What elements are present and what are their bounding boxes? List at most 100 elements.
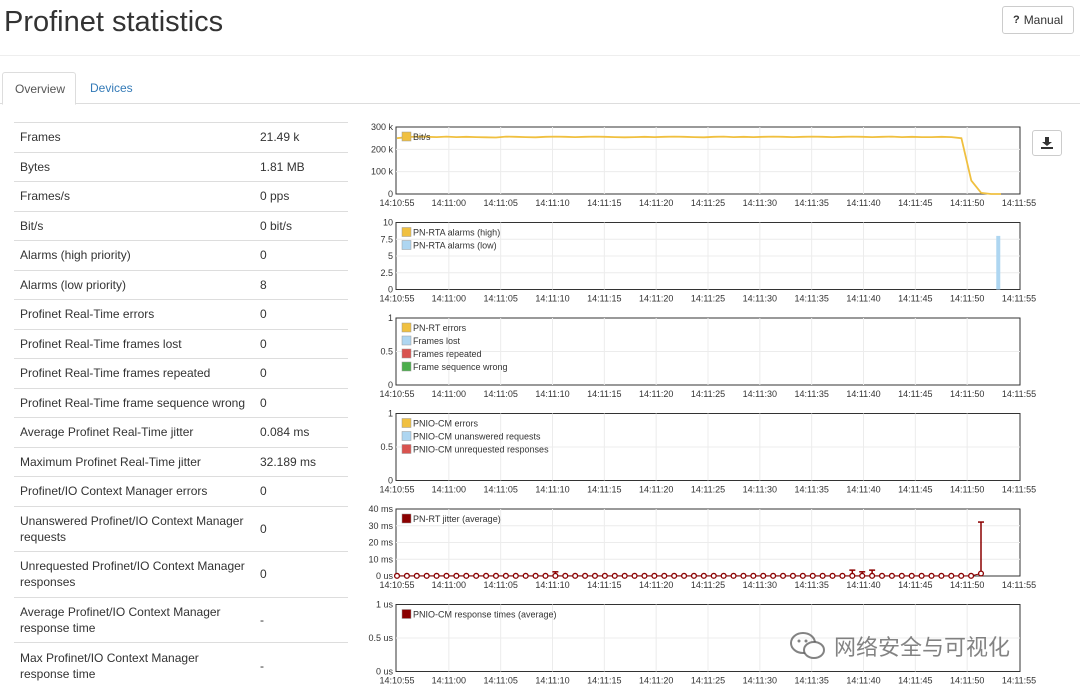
y-tick-label: 0: [388, 285, 393, 295]
x-tick-label: 14:11:45: [898, 485, 932, 495]
legend-label: PNIO-CM unanswered requests: [413, 432, 541, 442]
y-tick-label: 1 us: [376, 600, 394, 610]
x-tick-label: 14:11:30: [743, 294, 777, 304]
stat-value: 1.81 MB: [254, 151, 348, 182]
x-tick-label: 14:11:40: [846, 485, 880, 495]
data-point: [681, 572, 688, 579]
legend-label: PN-RT errors: [413, 323, 467, 333]
stat-value: 0: [254, 358, 348, 388]
data-point: [750, 572, 757, 579]
download-button[interactable]: [1032, 130, 1062, 156]
legend-label: PNIO-CM response times (average): [413, 610, 557, 620]
x-tick-label: 14:11:50: [950, 485, 984, 495]
stat-value: 8: [254, 269, 348, 300]
stats-row: Profinet Real-Time errors 0: [14, 299, 348, 329]
data-point: [720, 572, 727, 579]
stats-row: Max Profinet/IO Context Manager response…: [14, 642, 348, 688]
data-point: [770, 572, 777, 579]
stats-row: Average Profinet/IO Context Manager resp…: [14, 596, 348, 643]
x-tick-label: 14:11:50: [950, 198, 984, 208]
y-tick-label: 20 ms: [368, 538, 393, 548]
stat-value: 0: [254, 505, 348, 552]
y-tick-label: 1: [388, 409, 393, 419]
data-point: [730, 572, 737, 579]
y-tick-label: 300 k: [371, 122, 394, 132]
watermark: 网络安全与可视化: [790, 630, 1010, 662]
series-line: [396, 135, 1001, 195]
data-point: [552, 572, 559, 579]
legend-swatch: [401, 348, 412, 359]
data-point: [591, 572, 599, 579]
x-tick-label: 14:11:30: [743, 485, 777, 495]
stat-label: Profinet Real-Time errors: [14, 299, 254, 329]
stat-value: -: [254, 642, 348, 688]
chart-panel: 14:10:55 14:11:00 14:11:05 14:11:10 14:11:15…: [371, 122, 1036, 208]
x-tick-label: 14:11:25: [691, 389, 725, 399]
data-point: [572, 572, 579, 579]
data-point: [908, 572, 915, 579]
x-tick-label: 14:11:20: [639, 676, 673, 686]
legend-swatch: [401, 444, 412, 454]
x-tick-label: 14:11:00: [432, 485, 466, 495]
x-tick-label: 14:11:45: [898, 198, 932, 208]
x-tick-label: 14:11:45: [898, 389, 932, 399]
x-tick-label: 14:11:55: [1002, 198, 1036, 208]
y-tick-label: 0: [388, 189, 393, 199]
x-tick-label: 14:11:35: [794, 389, 828, 399]
x-tick-label: 14:10:55: [379, 294, 414, 304]
manual-button[interactable]: ? Manual: [1002, 6, 1074, 34]
x-tick-label: 14:11:40: [846, 389, 880, 399]
data-point: [948, 572, 955, 579]
stat-value: 0: [254, 551, 348, 597]
x-tick-label: 14:11:25: [691, 676, 725, 686]
data-point: [977, 570, 985, 577]
stat-label: Frames: [14, 122, 254, 152]
x-tick-label: 14:11:40: [846, 676, 880, 686]
stats-row: Unrequested Profinet/IO Context Manager …: [14, 551, 348, 597]
data-point: [413, 572, 420, 579]
stat-value: 0: [254, 387, 348, 418]
stat-value: 0: [254, 476, 348, 506]
stats-row: Profinet Real-Time frame sequence wrong 0: [14, 387, 348, 418]
y-tick-label: 2.5: [380, 268, 393, 278]
data-point: [611, 572, 618, 579]
x-tick-label: 14:11:10: [535, 294, 569, 304]
stats-row: Profinet/IO Context Manager errors 0: [14, 476, 348, 506]
data-point: [403, 572, 410, 579]
data-point: [938, 572, 945, 579]
x-tick-label: 14:11:00: [432, 580, 466, 590]
tab-devices[interactable]: Devices: [90, 81, 133, 95]
x-tick-label: 14:11:25: [691, 485, 725, 495]
x-tick-label: 14:11:50: [950, 676, 984, 686]
x-tick-label: 14:11:20: [639, 485, 673, 495]
x-tick-label: 14:11:25: [691, 294, 725, 304]
x-tick-label: 14:10:55: [379, 676, 414, 686]
data-point: [661, 572, 668, 579]
chart-panel: 14:10:55 14:11:00 14:11:05 14:11:10 14:11:15…: [379, 313, 1036, 399]
x-tick-label: 14:11:00: [432, 294, 466, 304]
legend-label: PNIO-CM errors: [413, 419, 478, 429]
tab-overview[interactable]: Overview: [2, 72, 76, 105]
legend-label: Frame sequence wrong: [413, 362, 508, 372]
stat-value: 0: [254, 328, 348, 359]
data-point: [849, 572, 856, 579]
stats-table: Frames 21.49 k Bytes 1.81 MB Frames/s 0 pps Bi…: [14, 122, 348, 688]
stat-label: Frames/s: [14, 181, 254, 211]
data-point: [492, 572, 500, 579]
data-point: [641, 572, 648, 579]
legend-swatch: [401, 240, 412, 250]
y-tick-label: 1: [388, 313, 393, 323]
chart-panel: 14:10:55 14:11:00 14:11:05 14:11:10 14:11:15…: [379, 409, 1036, 495]
x-tick-label: 14:11:20: [639, 389, 673, 399]
legend-swatch: [401, 418, 412, 428]
data-point: [779, 572, 787, 579]
x-tick-label: 14:11:25: [691, 198, 725, 208]
legend-swatch: [401, 609, 412, 619]
legend-label: PN-RT jitter (average): [413, 514, 501, 524]
x-tick-label: 14:11:10: [535, 580, 569, 590]
x-tick-label: 14:11:40: [846, 294, 880, 304]
legend-label: Frames repeated: [413, 349, 482, 359]
stat-value: 0 pps: [254, 181, 348, 211]
y-tick-label: 10 ms: [368, 554, 393, 564]
x-tick-label: 14:11:45: [898, 676, 932, 686]
